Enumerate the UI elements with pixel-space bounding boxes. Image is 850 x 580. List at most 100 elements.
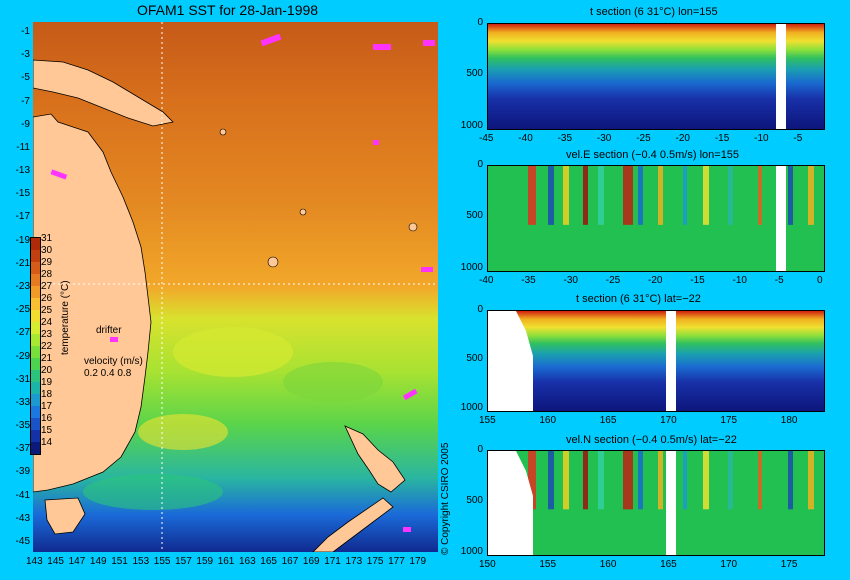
- drifter-marker: [421, 267, 433, 272]
- section-x-tick-label: -15: [690, 275, 705, 286]
- lat-tick-label: -9: [21, 118, 30, 130]
- eddy: [283, 362, 383, 402]
- sst-map[interactable]: [33, 22, 438, 552]
- island: [219, 128, 227, 136]
- section-field: [488, 311, 824, 411]
- colorbar-tick-label: 18: [41, 389, 53, 400]
- colorbar-swatch: [31, 238, 40, 250]
- colorbar-swatch: [31, 298, 40, 310]
- island: [267, 256, 279, 268]
- lat-tick-label: -5: [21, 72, 30, 84]
- velocity-band: [788, 451, 793, 510]
- colorbar-tick-label: 23: [41, 329, 53, 340]
- lon-tick-label: 143: [26, 556, 43, 567]
- colorbar-swatch: [31, 418, 40, 430]
- section-y-tick-label: 1000: [460, 545, 483, 557]
- missing-data-gap: [776, 166, 786, 271]
- section-title: vel.N section (−0.4 0.5m/s) lat=−22: [566, 434, 737, 446]
- section-x-tick-label: 180: [780, 415, 798, 426]
- colorbar-tick-label: 27: [41, 281, 53, 292]
- colorbar-swatch: [31, 430, 40, 442]
- lat-tick-label: -15: [15, 188, 30, 200]
- section-plot[interactable]: [487, 450, 825, 556]
- lon-tick-label: 167: [281, 556, 299, 567]
- colorbar-tick-label: 29: [41, 257, 53, 268]
- lat-tick-label: -27: [15, 327, 30, 339]
- section-x-tick-label: 165: [599, 415, 617, 426]
- section-svg: [488, 311, 824, 411]
- velocity-band: [598, 451, 604, 510]
- drifter-legend-marker: [110, 337, 118, 342]
- section-plot[interactable]: [487, 165, 825, 272]
- lat-tick-label: -17: [15, 211, 30, 223]
- colorbar-swatch: [31, 310, 40, 322]
- velocity-band: [788, 166, 793, 225]
- eddy: [173, 327, 293, 377]
- copyright-text: © Copyright CSIRO 2005: [440, 442, 451, 555]
- drifter-marker: [402, 388, 418, 401]
- lat-tick-label: -33: [15, 396, 30, 408]
- map-lat-ticks: -1 -3 -5 -7 -9 -11 -13 -15 -17 -19 -21 -23 -25 -27 -29…: [4, 22, 30, 552]
- velocity-legend-label: velocity (m/s): [84, 356, 143, 367]
- lat-tick-label: -1: [21, 26, 30, 37]
- lat-tick-label: -23: [15, 281, 30, 292]
- section-x-tick-label: -5: [793, 133, 803, 144]
- lon-tick-label: 171: [324, 556, 341, 567]
- velocity-band: [758, 166, 762, 225]
- section-plot[interactable]: [487, 23, 825, 130]
- velocity-band: [703, 166, 709, 225]
- colorbar-tick-label: 19: [41, 377, 53, 388]
- eddy: [138, 414, 228, 450]
- section-x-tick-label: 175: [720, 415, 738, 426]
- lon-tick-label: 163: [239, 556, 256, 567]
- section-y-tick-label: 500: [466, 68, 483, 80]
- lon-tick-label: 161: [217, 556, 235, 567]
- colorbar-swatch: [31, 358, 40, 370]
- colorbar-swatch: [31, 406, 40, 418]
- velocity-band: [623, 166, 633, 225]
- lat-tick-label: -7: [21, 95, 30, 107]
- drifter-marker: [260, 33, 282, 47]
- lon-tick-label: 175: [366, 556, 384, 567]
- section-x-tick-label: -20: [675, 133, 690, 144]
- sst-map-svg: [33, 22, 438, 552]
- section-title: t section (6 31°C) lat=−22: [576, 293, 701, 305]
- lat-tick-label: -19: [15, 234, 30, 246]
- colorbar-swatch: [31, 322, 40, 334]
- section-x-tick-label: 170: [720, 559, 738, 570]
- colorbar-swatch: [31, 262, 40, 274]
- section-x-tick-label: 150: [479, 559, 496, 570]
- section-plot[interactable]: [487, 310, 825, 412]
- lat-tick-label: -3: [21, 49, 30, 61]
- section-x-tick-label: -10: [754, 133, 769, 144]
- section-y-tick-label: 500: [466, 352, 483, 364]
- section-y-tick-label: 1000: [460, 261, 483, 273]
- colorbar-swatch: [31, 334, 40, 346]
- section-y-tick-label: 1000: [460, 119, 483, 131]
- missing-data-gap: [776, 24, 786, 129]
- colorbar-ticks: 31 30 29 28 27 26 25 24 23 22 21 20 19 18 17 16 15 14: [41, 233, 61, 453]
- colorbar-swatch: [31, 274, 40, 286]
- colorbar-tick-label: 15: [41, 425, 53, 436]
- section-title: vel.E section (−0.4 0.5m/s) lon=155: [566, 149, 740, 161]
- section-x-tick-label: 155: [539, 559, 557, 570]
- lon-tick-label: 159: [196, 556, 214, 567]
- section-y-tick-label: 500: [466, 494, 483, 506]
- section-x-tick-label: -45: [479, 133, 494, 144]
- map-lon-ticks: 143 145 147 149 151 153 155 157 159 161 163 165 167 1…: [26, 556, 438, 570]
- lon-tick-label: 179: [409, 556, 427, 567]
- section-svg: [488, 451, 824, 555]
- colorbar-tick-label: 31: [41, 233, 53, 244]
- colorbar-swatch: [31, 286, 40, 298]
- velocity-band: [808, 166, 814, 225]
- colorbar-swatch: [31, 250, 40, 262]
- section-x-tick-label: -15: [714, 133, 730, 144]
- drifter-marker: [403, 527, 411, 532]
- lon-tick-label: 157: [175, 556, 192, 567]
- eddy: [83, 474, 223, 510]
- colorbar-tick-label: 22: [41, 341, 53, 352]
- lat-tick-label: -37: [15, 443, 30, 455]
- section-y-tick-label: 0: [477, 444, 483, 455]
- coast-land: [488, 311, 533, 411]
- velocity-band: [528, 166, 536, 225]
